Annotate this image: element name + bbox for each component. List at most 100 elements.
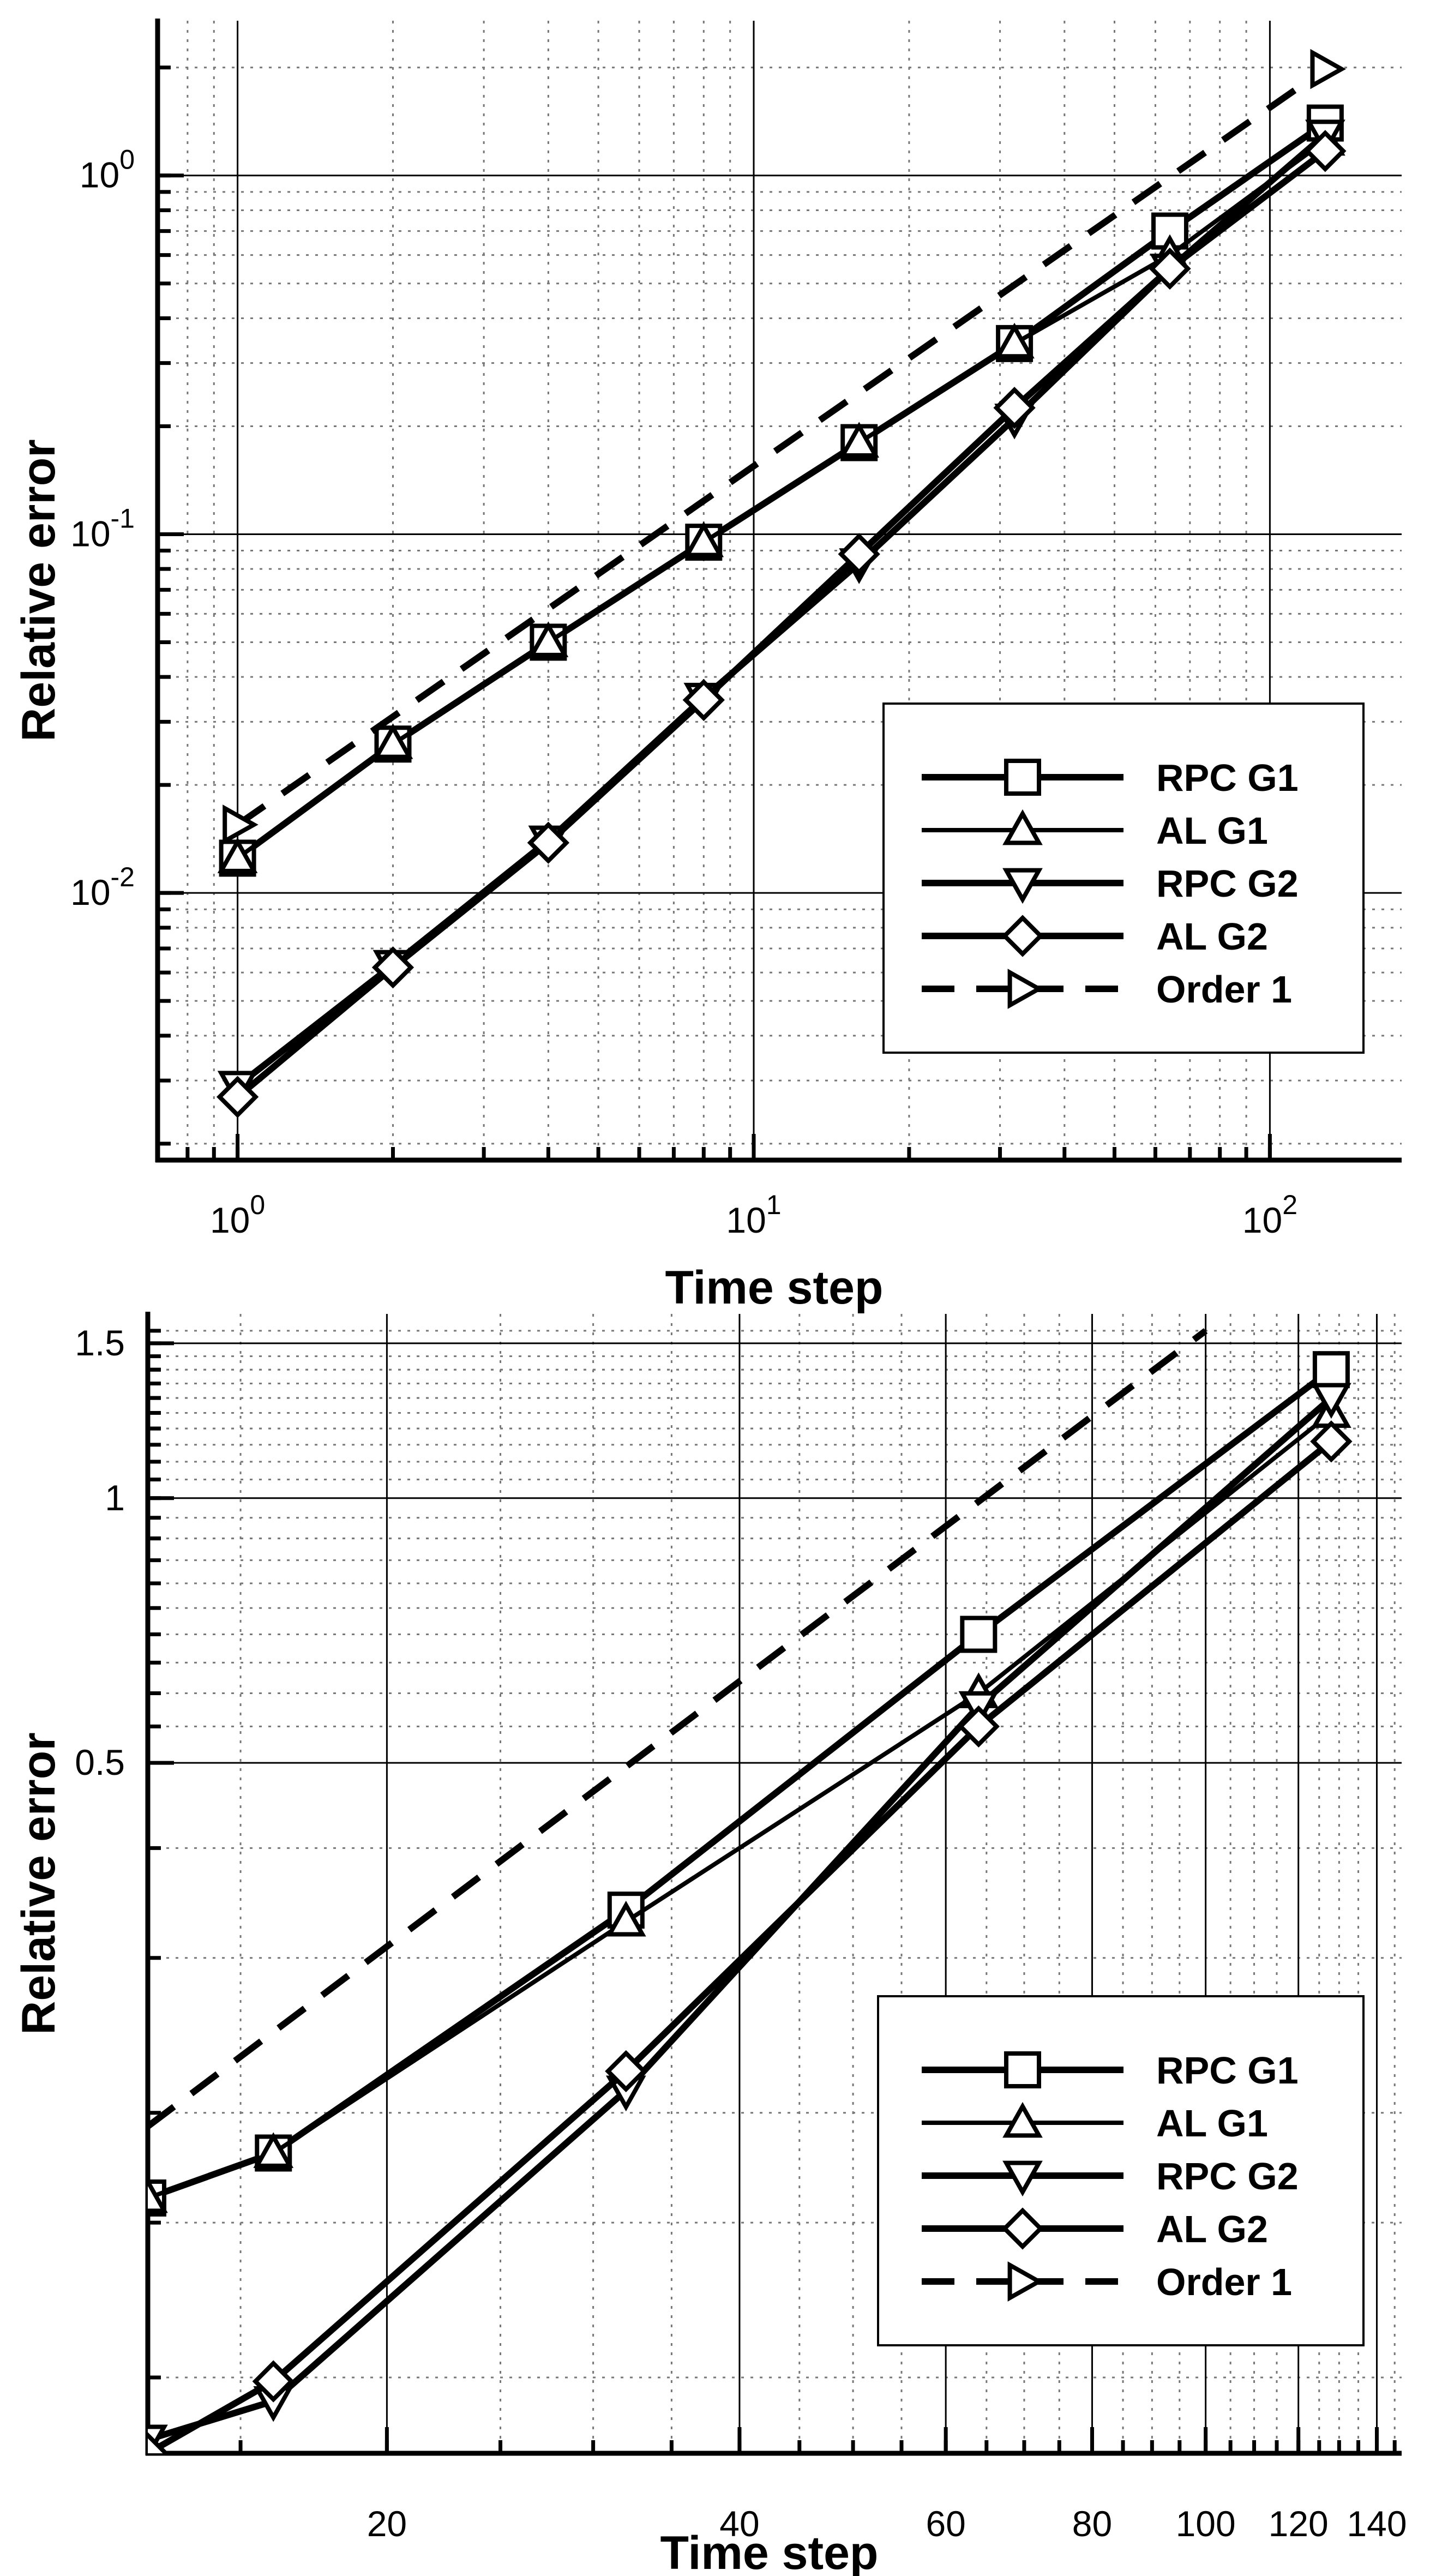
legend-label: AL G2 <box>1156 915 1268 958</box>
y-tick-label: 1 <box>105 1478 125 1518</box>
series-al-g2 <box>148 1420 1353 2453</box>
legend-triangle-right-icon <box>1007 2261 1044 2302</box>
order-1-marker <box>1310 49 1347 89</box>
legend-triangle-down-icon <box>1002 2160 1043 2197</box>
rpc-g1-marker <box>1312 1351 1350 1389</box>
legend-entry-rpc-g2: RPC G2 <box>922 862 1299 905</box>
al-g2-marker <box>1310 1420 1353 1463</box>
legend-entry-rpc-g2: RPC G2 <box>922 2155 1299 2197</box>
y-tick-label: 1.5 <box>75 1323 125 1363</box>
y-tick-label: 10-1 <box>70 503 135 554</box>
y-tick-label: 10-2 <box>70 862 135 912</box>
legend-entry-rpc-g1: RPC G1 <box>922 2049 1299 2092</box>
al-g1-line <box>236 139 1327 860</box>
x-tick-label-base: 10 <box>210 1200 250 1240</box>
order-1-line <box>236 66 1327 827</box>
x-tick-label: 101 <box>726 1190 781 1240</box>
al-g1-marker <box>148 2177 168 2213</box>
al-g1-marker <box>839 422 880 458</box>
legend-entry-order-1: Order 1 <box>922 2261 1292 2303</box>
order-1-line <box>148 1328 1208 2129</box>
x-tick-label: 60 <box>926 2503 965 2544</box>
y-tick-label-exponent: -1 <box>111 503 135 533</box>
legend-entry-rpc-g1: RPC G1 <box>922 756 1299 799</box>
al-g2-marker <box>252 2360 295 2403</box>
y-tick-label-base: 10 <box>70 513 110 554</box>
x-tick-label: 100 <box>1176 2503 1236 2544</box>
al-g2-marker <box>682 678 725 722</box>
y-tick-label: 0.5 <box>75 1742 125 1782</box>
legend-entry-al-g1: AL G1 <box>922 2101 1268 2145</box>
legend-triangle-right-icon <box>1007 969 1044 1009</box>
legend-triangle-up-icon <box>1002 809 1043 845</box>
y-axis-title: Relative error <box>13 439 65 742</box>
legend-box <box>877 1995 1365 2346</box>
al-g1-marker <box>528 621 569 657</box>
al-g2-marker <box>1304 130 1347 172</box>
plot-area <box>216 49 1347 1118</box>
rpc-g2-marker <box>1311 1383 1351 1419</box>
al-g1-marker <box>994 322 1035 359</box>
series-order-1 <box>223 49 1347 845</box>
legend-label: AL G1 <box>1156 809 1268 852</box>
legend-label: RPC G2 <box>1156 862 1299 905</box>
legend-triangle-down-icon <box>1002 868 1043 904</box>
legend: RPC G1 AL G1 RPC G2 AL G2 Order 1 <box>877 1995 1365 2346</box>
al-g2-marker <box>1149 247 1191 290</box>
al-g1-marker <box>217 837 258 873</box>
x-tick-label: 140 <box>1347 2503 1407 2544</box>
legend-label: AL G1 <box>1156 2102 1268 2145</box>
legend-diamond-icon <box>1001 915 1044 957</box>
legend-label: AL G2 <box>1156 2208 1268 2250</box>
rpc-g1-marker <box>960 1616 998 1653</box>
legend-square-icon <box>1004 2051 1041 2088</box>
al-g2-marker <box>148 2432 169 2453</box>
x-axis-title: Time step <box>660 2527 879 2576</box>
legend-diamond-icon <box>1001 2207 1044 2250</box>
legend-triangle-up-icon <box>1002 2101 1043 2138</box>
x-tick-label: 120 <box>1269 2503 1329 2544</box>
x-tick-label: 20 <box>367 2503 407 2544</box>
al-g2-marker <box>993 387 1036 429</box>
legend-label: Order 1 <box>1156 2261 1292 2303</box>
legend-entry-al-g1: AL G1 <box>922 809 1268 852</box>
legend-entry-al-g2: AL G2 <box>922 2207 1268 2250</box>
y-tick-label-exponent: -2 <box>111 862 135 892</box>
al-g2-marker <box>838 533 880 575</box>
legend-square-icon <box>1004 759 1041 796</box>
legend-box <box>882 702 1365 1054</box>
al-g2-marker <box>605 2050 647 2093</box>
x-tick-label: 40 <box>719 2503 759 2544</box>
al-g1-marker <box>372 723 413 759</box>
order-1-marker <box>223 804 259 845</box>
y-tick-label-base: 10 <box>70 872 110 912</box>
al-g2-marker <box>216 1076 259 1118</box>
y-tick-label-base: 10 <box>80 155 119 195</box>
grid <box>148 1314 1402 2453</box>
legend-label: RPC G1 <box>1156 756 1299 799</box>
plot-area <box>148 1328 1353 2453</box>
y-tick-label-exponent: 0 <box>119 145 135 175</box>
legend-entry-order-1: Order 1 <box>922 968 1292 1011</box>
series-order-1 <box>148 1328 1208 2129</box>
x-tick-label-base: 10 <box>1242 1200 1282 1240</box>
legend-entry-al-g2: AL G2 <box>922 915 1268 958</box>
y-tick-label: 100 <box>80 145 135 195</box>
legend-label: Order 1 <box>1156 968 1292 1011</box>
al-g2-marker <box>527 821 570 864</box>
x-axis-title: Time step <box>665 1262 884 1314</box>
x-tick-label: 102 <box>1242 1190 1297 1240</box>
legend: RPC G1 AL G1 RPC G2 AL G2 Order 1 <box>882 702 1365 1054</box>
al-g2-marker <box>957 1705 1000 1748</box>
bottom-zoomed-chart: 20 40 60 80 100 120 140 0.5 1 1.5 Time step Relativ… <box>13 1312 1407 2576</box>
legend-label: RPC G2 <box>1156 2155 1299 2197</box>
al-g1-marker <box>605 1900 646 1937</box>
x-tick-label: 80 <box>1072 2503 1112 2544</box>
al-g2-line <box>235 148 1327 1100</box>
x-tick-label-exponent: 0 <box>250 1190 265 1220</box>
al-g1-marker <box>683 521 724 557</box>
x-tick-label-base: 10 <box>726 1200 766 1240</box>
legend-label: RPC G1 <box>1156 2049 1299 2092</box>
